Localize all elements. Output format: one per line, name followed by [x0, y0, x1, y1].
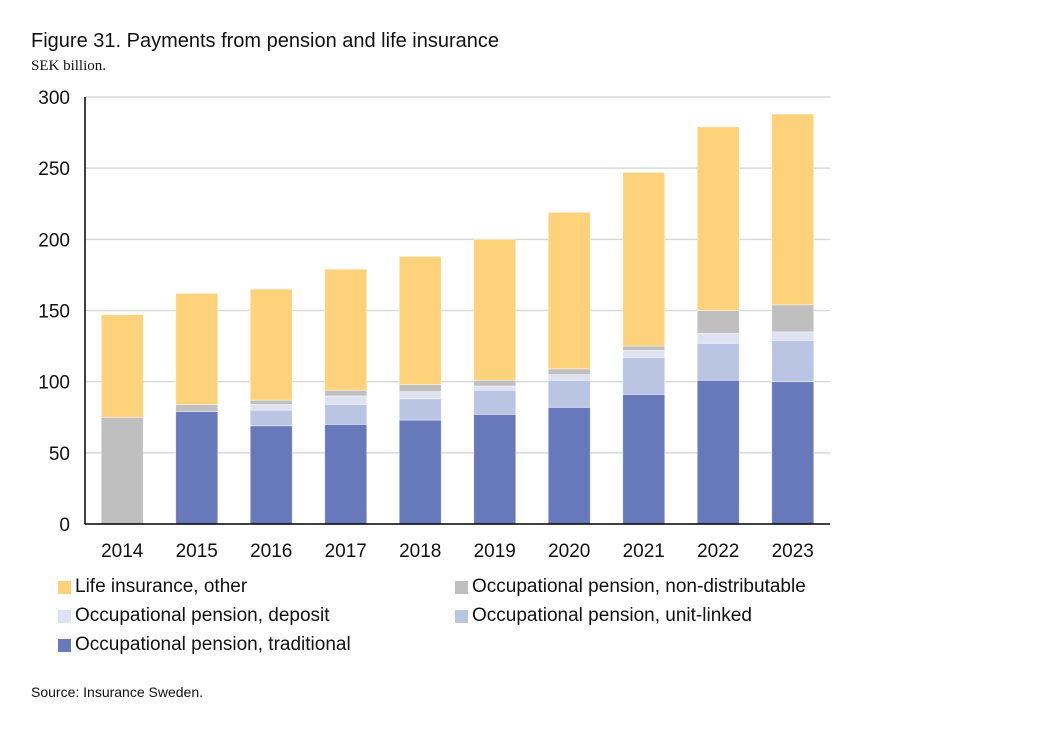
legend-item: Occupational pension, non-distributable: [455, 576, 806, 598]
x-tick-label: 2014: [101, 541, 144, 562]
x-tick-label: 2022: [697, 541, 739, 562]
bar-segment: [473, 385, 517, 391]
legend-swatch: [58, 638, 71, 652]
legend-label: Occupational pension, deposit: [75, 605, 330, 626]
bar-segment: [398, 398, 442, 421]
y-tick-label: 0: [59, 515, 70, 536]
bar-segment: [547, 406, 591, 525]
bar-segment: [622, 172, 666, 347]
bar-segment: [100, 314, 144, 418]
y-tick-label: 200: [38, 230, 70, 251]
bar-segment: [771, 113, 815, 306]
stacked-bar-chart: 0 50 100 150 200 250 300 2014 2015 2016 2017 2018 20…: [38, 88, 830, 562]
x-tick-label: 2017: [325, 541, 367, 562]
legend-item: Occupational pension, traditional: [58, 634, 351, 656]
bar-segment: [324, 389, 368, 397]
bar-segment: [473, 389, 517, 415]
y-tick-label: 250: [38, 159, 70, 180]
bar-segment: [324, 404, 368, 425]
legend-label: Occupational pension, traditional: [75, 634, 351, 655]
bar-segment: [696, 332, 740, 344]
legend-swatch: [58, 580, 71, 594]
x-tick-label: 2019: [474, 541, 516, 562]
y-tick-label: 150: [38, 302, 70, 323]
bar-segment: [696, 342, 740, 381]
bar-segment: [696, 310, 740, 334]
legend-item: Occupational pension, deposit: [58, 605, 330, 627]
bar-segment: [398, 419, 442, 525]
bar-segment: [547, 374, 591, 381]
y-tick-label: 100: [38, 373, 70, 394]
legend-swatch: [455, 580, 468, 594]
bar-segment: [249, 288, 293, 401]
bar-segment: [622, 394, 666, 525]
legend-label: Occupational pension, unit-linked: [472, 605, 752, 626]
bar-segment: [547, 211, 591, 370]
bar-segment: [175, 411, 219, 525]
bar-segment: [175, 293, 219, 405]
bar-segment: [398, 384, 442, 393]
x-tick-label: 2020: [548, 541, 590, 562]
x-tick-label: 2016: [250, 541, 292, 562]
bar-segment: [249, 404, 293, 411]
bar-segment: [324, 268, 368, 391]
bar-segment: [398, 391, 442, 400]
source-note: Source: Insurance Sweden.: [31, 684, 203, 700]
x-tick-label: 2018: [399, 541, 441, 562]
bar-segment: [473, 379, 517, 387]
x-tick-label: 2015: [176, 541, 218, 562]
bar-segment: [771, 339, 815, 383]
bar-segment: [696, 126, 740, 311]
bar-segment: [398, 256, 442, 385]
legend-label: Life insurance, other: [75, 576, 248, 597]
legend-item: Life insurance, other: [58, 576, 247, 598]
bar-segment: [622, 357, 666, 395]
bar-segment: [771, 331, 815, 341]
chart-subtitle: SEK billion.: [31, 58, 107, 74]
y-tick-label: 300: [38, 88, 70, 109]
bar-segment: [249, 409, 293, 427]
bar-segment: [771, 381, 815, 525]
bar-segment: [622, 349, 666, 358]
bar-segment: [547, 368, 591, 375]
bar-segment: [249, 399, 293, 405]
legend-swatch: [58, 609, 71, 623]
bar-segment: [696, 379, 740, 525]
bar-segment: [249, 425, 293, 525]
legend-label: Occupational pension, non-distributable: [472, 576, 806, 597]
y-tick-label: 50: [49, 444, 70, 465]
chart-title: Figure 31. Payments from pension and lif…: [31, 30, 500, 52]
bar-segment: [100, 416, 144, 525]
bar-segment: [324, 423, 368, 525]
bar-segment: [771, 304, 815, 333]
bar-segment: [175, 404, 219, 412]
x-tick-label: 2021: [623, 541, 665, 562]
bar-segment: [547, 379, 591, 408]
x-tick-label: 2023: [772, 541, 814, 562]
legend-item: Occupational pension, unit-linked: [455, 605, 752, 627]
legend-swatch: [455, 609, 468, 623]
bar-segment: [324, 395, 368, 405]
bar-segment: [473, 414, 517, 525]
bar-segment: [622, 345, 666, 351]
bar-segment: [473, 238, 517, 381]
